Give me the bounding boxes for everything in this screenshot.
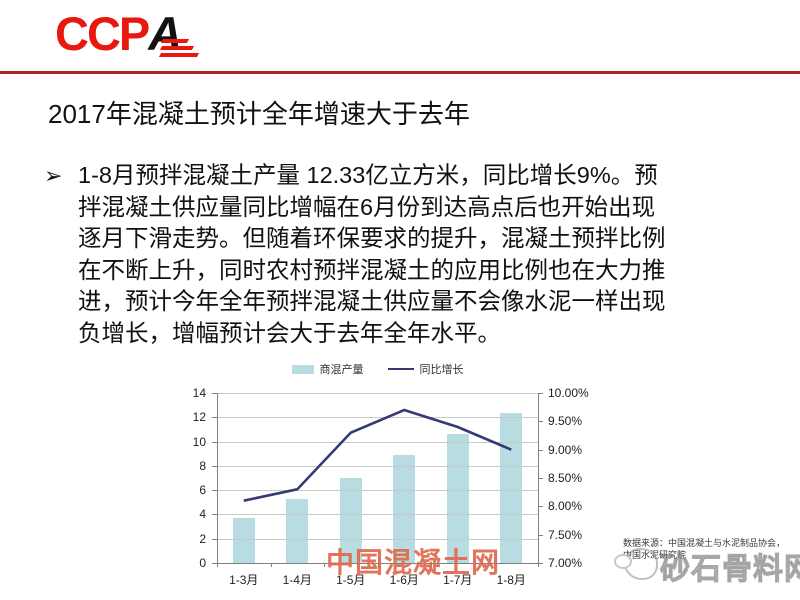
bullet-marker: ➢ <box>44 163 63 188</box>
logo-stripe <box>159 53 200 57</box>
bullet-text: 1-8月预拌混凝土产量 12.33亿立方米，同比增长9%。预 拌混凝土供应量同比增… <box>78 160 760 349</box>
bullet-text-line: 拌混凝土供应量同比增幅在6月份到达高点后也开始出现 <box>78 193 656 220</box>
right-axis-tick <box>538 534 543 536</box>
x-axis-tick <box>484 563 486 567</box>
gridline <box>217 417 538 419</box>
watermark-bottom-right: 砂石骨料网 <box>660 553 800 587</box>
right-axis-label: 9.00% <box>548 442 583 457</box>
bullet-text-line: 1-8月预拌混凝土产量 12.33亿立方米，同比增长9%。预 <box>78 162 658 188</box>
bullet-text-line: 在不断上升，同时农村预拌混凝土的应用比例也在大力推 <box>78 256 666 283</box>
x-axis-tick <box>431 563 432 567</box>
bullet-text-line: 进，预计今年全年预拌混凝土供应量不会像水泥一样出现 <box>78 288 666 314</box>
gridline <box>217 393 538 394</box>
left-axis-label: 6 <box>199 483 206 498</box>
left-axis-tick <box>212 490 217 492</box>
source-note-line1: 数据来源：中国混凝土与水泥制品协会， <box>623 538 786 548</box>
gridline <box>217 514 538 516</box>
x-axis-tick <box>538 563 539 567</box>
left-axis-label: 10 <box>192 434 206 449</box>
legend-item-bar: 商混产量 <box>291 361 364 377</box>
x-axis-label: 1-7月 <box>443 573 473 587</box>
x-axis-tick <box>270 563 272 567</box>
chart-legend: 商混产量 同比增长 <box>217 361 538 377</box>
bar-1-8月 <box>500 413 523 563</box>
right-axis-tick <box>538 478 543 479</box>
right-axis-label: 9.50% <box>548 414 583 429</box>
legend-bar-swatch-icon <box>291 364 314 374</box>
left-axis-tick <box>212 563 217 564</box>
legend-bar-label: 商混产量 <box>319 364 364 376</box>
right-axis-label: 7.00% <box>548 556 583 570</box>
left-axis-tick <box>212 465 217 467</box>
x-axis-tick <box>324 563 325 567</box>
right-axis-tick <box>538 563 543 564</box>
x-axis-tick <box>217 563 218 567</box>
x-axis-label: 1-4月 <box>282 573 312 587</box>
left-axis-label: 8 <box>199 458 206 473</box>
legend-line-label: 同比增长 <box>419 364 464 376</box>
left-axis-tick <box>212 393 217 394</box>
left-axis-label: 0 <box>199 556 206 570</box>
left-axis-tick <box>212 514 217 516</box>
right-axis-label: 8.50% <box>548 471 583 485</box>
right-axis-line <box>538 393 539 563</box>
left-axis-label: 4 <box>199 507 206 522</box>
legend-line-swatch-icon <box>387 368 414 370</box>
ccpa-logo-text-red: CCP <box>55 7 150 60</box>
right-axis-label: 10.00% <box>548 386 589 400</box>
bullet-text-line: 逐月下滑走势。但随着环保要求的提升，混凝土预拌比例 <box>78 225 666 251</box>
legend-item-line: 同比增长 <box>387 361 464 377</box>
gridline <box>217 538 538 540</box>
gridline <box>217 441 538 443</box>
left-axis-label: 12 <box>192 410 206 425</box>
left-axis-tick <box>212 417 217 419</box>
x-axis-label: 1-6月 <box>389 573 419 587</box>
slide-title: 2017年混凝土预计全年增速大于去年 <box>48 99 470 129</box>
left-axis-line <box>217 393 218 563</box>
right-axis-tick <box>538 393 543 394</box>
logo-stripe <box>161 39 190 43</box>
shashi-logo-icon <box>614 548 658 580</box>
x-axis-label: 1-3月 <box>229 573 259 587</box>
right-axis-tick <box>538 421 543 423</box>
x-axis-label: 1-5月 <box>336 573 366 587</box>
bullet-paragraph: ➢ 1-8月预拌混凝土产量 12.33亿立方米，同比增长9%。预 拌混凝土供应量同… <box>44 160 760 349</box>
gridline <box>217 490 538 492</box>
right-axis-tick <box>538 506 543 508</box>
x-axis-tick <box>377 563 379 567</box>
bullet-text-line: 负增长，增幅预计会大于去年全年水平。 <box>78 319 501 346</box>
bar-1-3月 <box>232 518 255 563</box>
watermark-center: 中国混凝土网 <box>326 547 501 578</box>
header-divider <box>0 71 800 74</box>
right-axis-label: 8.00% <box>548 499 583 514</box>
x-axis-label: 1-8月 <box>496 573 526 587</box>
left-axis-tick <box>212 538 217 540</box>
bar-1-4月 <box>286 498 309 563</box>
gridline <box>217 465 538 467</box>
left-axis-tick <box>212 441 217 443</box>
logo-stripe <box>160 46 195 50</box>
left-axis-label: 2 <box>199 531 206 546</box>
ccpa-logo-a-group: A <box>148 6 200 62</box>
ccpa-logo-text-black: A <box>148 7 182 60</box>
ccpa-logo: CCPA <box>55 6 200 62</box>
right-axis-label: 7.50% <box>548 527 583 542</box>
left-axis-label: 14 <box>192 386 206 400</box>
right-axis-tick <box>538 449 543 451</box>
